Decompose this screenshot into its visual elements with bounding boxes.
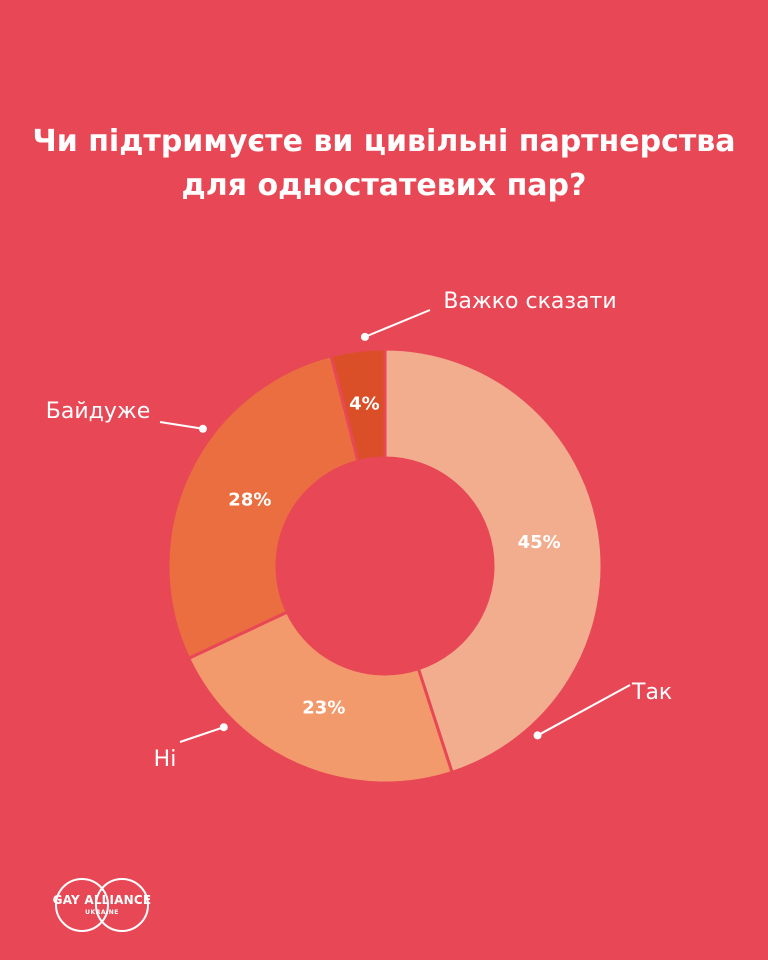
donut-slice-3 [166, 353, 360, 661]
category-label-1: Так [631, 680, 672, 705]
logo-text: GAY ALLIANCE [52, 893, 152, 907]
chart-title: Чи підтримуєте ви цивільні партнерства д… [0, 120, 768, 208]
title-line-1: Чи підтримуєте ви цивільні партнерства [32, 124, 736, 159]
donut-slice-2 [186, 609, 454, 785]
category-label-3: Байдуже [46, 399, 150, 424]
category-label-2: Ні [154, 747, 177, 772]
slice-value-label-2: 23% [302, 697, 345, 718]
slice-value-label-4: 4% [349, 393, 380, 414]
slice-value-label-3: 28% [228, 490, 271, 511]
slice-value-label-1: 45% [518, 532, 561, 553]
gay-alliance-logo: GAY ALLIANCE UKRAINE [44, 876, 160, 934]
category-label-4: Важко сказати [443, 289, 616, 314]
leader-line-4 [364, 309, 431, 338]
leader-line-1 [537, 684, 631, 737]
logo-subtext: UKRAINE [85, 909, 119, 916]
leader-line-3 [159, 421, 204, 430]
donut-slice-4 [329, 347, 387, 464]
leader-line-2 [179, 726, 225, 743]
title-line-2: для одностатевих пар? [181, 168, 587, 203]
logo-rings-icon [55, 878, 149, 932]
donut-slice-1 [383, 347, 604, 775]
